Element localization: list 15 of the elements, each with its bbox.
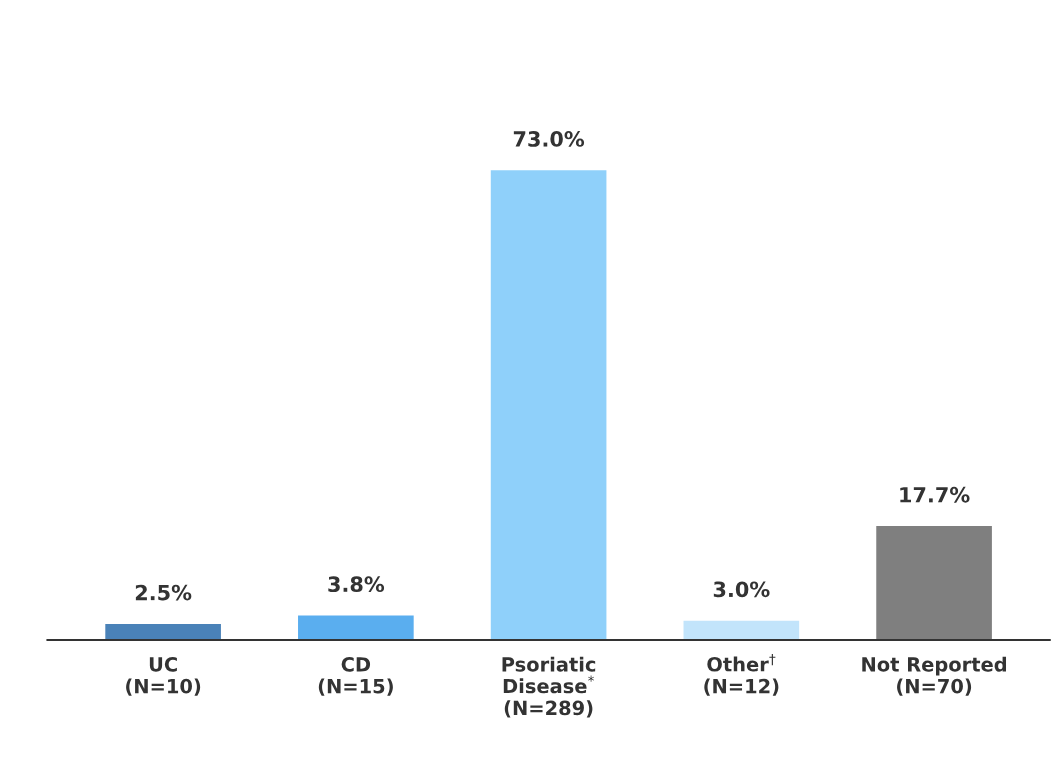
data-label: 3.0% [713, 581, 770, 598]
bar [683, 620, 800, 640]
data-label: 3.8% [328, 576, 385, 593]
x-tick-label: Other$^{†}$ (N=12) [704, 653, 779, 696]
bar [298, 615, 414, 640]
x-tick-label: Not Reported (N=70) [862, 656, 1007, 696]
bar [105, 623, 221, 640]
x-tick-label: UC (N=10) [126, 657, 201, 696]
category-label: Psoriatic Disease$^{*}$ (N=289) [502, 656, 596, 718]
data-label: 73.0% [513, 131, 585, 147]
data-label: 2.5% [135, 584, 192, 601]
data-label: 17.7% [900, 486, 970, 503]
bar [876, 526, 992, 640]
x-tick-label: CD (N=15) [318, 657, 393, 696]
bar [490, 170, 607, 640]
